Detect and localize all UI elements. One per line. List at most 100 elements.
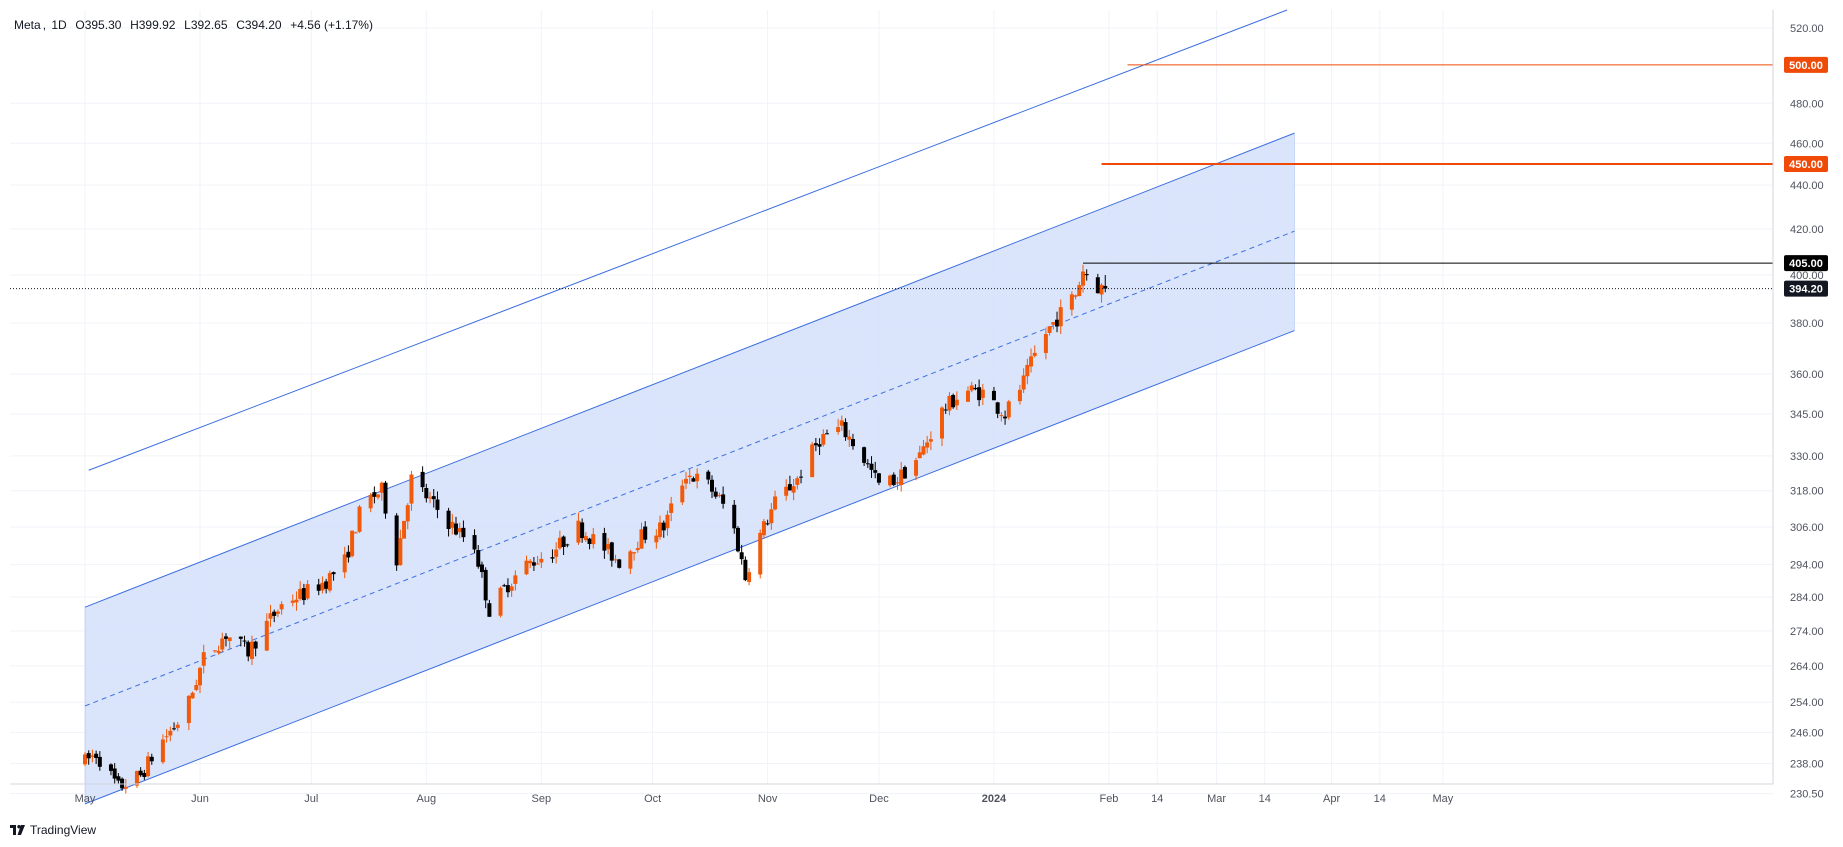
time-axis-label: Feb [1099, 793, 1118, 805]
tradingview-branding[interactable]: TradingView [10, 823, 96, 837]
price-tag-high-405: 405.00 [1789, 258, 1823, 270]
candle-up [665, 514, 670, 529]
price-tag-bg [1784, 56, 1828, 73]
legend-symbol[interactable]: Meta [14, 18, 41, 32]
candle-down [713, 491, 718, 497]
candle-up [810, 444, 815, 478]
candle-down [472, 535, 477, 550]
legend-interval[interactable]: 1D [51, 18, 67, 32]
candle-up [409, 474, 414, 504]
candle-up [376, 494, 381, 498]
tradingview-logo-icon [10, 825, 25, 835]
candle-down [550, 557, 555, 559]
horizontal-levels[interactable] [10, 64, 1773, 290]
outer-channel-line[interactable] [88, 9, 1288, 471]
candle-up [717, 495, 722, 497]
candle-up [90, 755, 95, 757]
price-axis[interactable]: 520.00 480.00 460.00 440.00 420.00 400.00 380.… [1790, 23, 1824, 801]
candle-up [687, 475, 692, 478]
candle-down [977, 387, 982, 401]
candle-down [138, 770, 143, 776]
candle-up [402, 520, 407, 539]
candle-down [817, 444, 822, 447]
candle-up [298, 588, 303, 599]
price-axis-label: 460.00 [1790, 138, 1824, 150]
time-axis-label: Dec [869, 793, 889, 805]
legend-open: O395.30 [75, 18, 122, 32]
candle-up [917, 452, 922, 459]
candle-down [346, 551, 351, 558]
candle-up [795, 478, 800, 485]
candle-up [1043, 334, 1048, 353]
candlestick-series [83, 264, 1108, 794]
candle-down [246, 642, 251, 657]
candle-up [528, 560, 533, 564]
candle-down [454, 523, 458, 535]
candle-up [1006, 401, 1011, 418]
candle-up [821, 434, 826, 445]
candle-up [268, 613, 273, 619]
time-axis-label: Mar [1207, 793, 1226, 805]
candle-up [758, 532, 763, 575]
candle-down [565, 544, 570, 546]
candle-up [747, 572, 752, 583]
legend-high: H399.92 [130, 18, 176, 32]
candle-down [479, 564, 484, 573]
candle-down [1055, 319, 1060, 327]
candle-down [476, 550, 481, 567]
price-tag-bg [1784, 255, 1828, 272]
candle-down [902, 467, 907, 479]
candle-up [368, 494, 373, 509]
time-axis-label: 14 [1259, 793, 1271, 805]
candle-down [991, 390, 996, 401]
candle-down [331, 572, 336, 575]
candle-up [498, 587, 503, 616]
candle-down [862, 447, 867, 463]
candle-up [606, 544, 611, 550]
candle-down [238, 636, 243, 639]
candle-up [194, 685, 199, 690]
candle-up [264, 620, 269, 651]
time-axis-label: May [1432, 793, 1453, 805]
candle-up [398, 538, 403, 566]
candle-down [617, 559, 622, 568]
ohlc-legend: Meta, 1D O395.30 H399.92 L392.65 C394.20… [14, 18, 373, 32]
candle-up [583, 536, 588, 541]
channel-upper-line[interactable] [84, 132, 1295, 608]
candle-up [134, 771, 139, 786]
candle-up [350, 530, 355, 557]
candle-down [97, 756, 102, 767]
candle-down [505, 585, 510, 593]
candle-down [487, 603, 492, 617]
candle-down [116, 776, 121, 781]
channel-lower-line[interactable] [84, 330, 1295, 805]
candle-down [372, 492, 377, 497]
candle-up [954, 399, 959, 406]
candle-up [1021, 375, 1026, 390]
regression-channel[interactable] [84, 9, 1295, 805]
channel-middle-line[interactable] [84, 230, 1295, 707]
candle-down [142, 772, 147, 777]
candle-up [1080, 271, 1085, 286]
candle-down [813, 443, 818, 446]
candle-down [706, 471, 711, 480]
candle-up [524, 560, 529, 575]
candle-up [1069, 294, 1074, 310]
candle-down [316, 584, 321, 591]
candle-down [272, 611, 277, 616]
candle-up [294, 599, 299, 603]
candle-up [405, 505, 410, 522]
candle-up [457, 528, 462, 533]
candle-down [502, 585, 507, 587]
candle-up [249, 641, 254, 659]
candle-up [628, 551, 633, 569]
candle-down [301, 588, 306, 601]
candle-up [769, 509, 774, 524]
time-axis-label: Sep [532, 793, 552, 805]
candle-down [691, 478, 696, 482]
time-axis[interactable]: May Jun Jul Aug Sep Oct Nov Dec 2024 Feb 14 Mar 14 Ap… [75, 793, 1454, 805]
candle-up [198, 667, 203, 686]
time-axis-label: Apr [1323, 793, 1340, 805]
candle-down [865, 463, 870, 465]
